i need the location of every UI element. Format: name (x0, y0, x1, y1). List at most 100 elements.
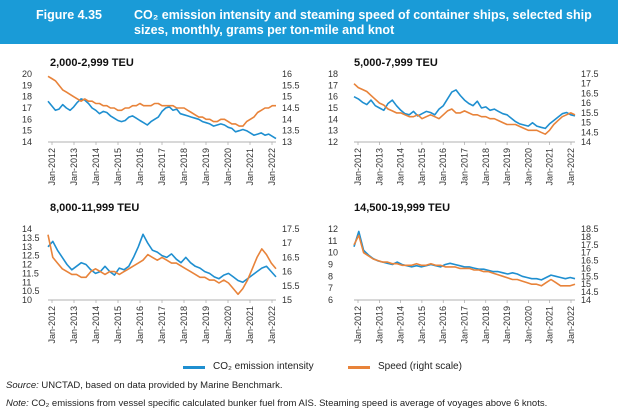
x-tick-label: Jan-2017 (157, 148, 167, 186)
y-left-tick-label: 20 (22, 69, 32, 79)
y-left-tick-label: 9 (328, 260, 333, 270)
y-right-tick-label: 13 (282, 137, 292, 147)
y-right-tick-label: 16 (581, 98, 591, 108)
x-tick-label: Jan-2017 (157, 306, 167, 344)
x-tick-label: Jan-2020 (523, 306, 533, 344)
y-right-tick-label: 15.5 (581, 271, 599, 281)
x-tick-label: Jan-2014 (91, 306, 101, 344)
figure-title: CO₂ emission intensity and steaming spee… (134, 8, 592, 37)
note-text: CO₂ emissions from vessel specific calcu… (31, 398, 548, 409)
y-left-tick-label: 8 (328, 271, 333, 281)
x-tick-label: Jan-2013 (69, 148, 79, 186)
x-tick-label: Jan-2020 (223, 306, 233, 344)
x-tick-label: Jan-2017 (460, 306, 470, 344)
x-tick-label: Jan-2015 (417, 306, 427, 344)
y-right-tick-label: 16 (282, 69, 292, 79)
legend-speed-label: Speed (right scale) (378, 361, 462, 372)
y-right-tick-label: 14 (581, 295, 591, 305)
y-left-tick-label: 12 (22, 260, 32, 270)
series-line-co2-intensity (353, 89, 576, 130)
x-tick-label: Jan-2016 (438, 306, 448, 344)
y-right-tick-label: 14 (282, 114, 292, 124)
y-right-tick-label: 14.5 (282, 103, 300, 113)
x-tick-label: Jan-2014 (91, 148, 101, 186)
x-tick-label: Jan-2014 (396, 306, 406, 344)
panel-title-5000-7999: 5,000-7,999 TEU (354, 57, 438, 69)
y-right-tick-label: 15 (581, 279, 591, 289)
y-right-tick-label: 17.5 (282, 224, 300, 234)
x-tick-label: Jan-2012 (47, 306, 57, 344)
series-line-co2-intensity (353, 230, 576, 281)
y-left-tick-label: 13 (22, 242, 32, 252)
y-right-tick-label: 15.5 (282, 80, 300, 90)
y-right-tick-label: 16 (581, 263, 591, 273)
y-left-tick-label: 17 (22, 103, 32, 113)
x-tick-label: Jan-2022 (267, 148, 277, 186)
y-right-tick-label: 17 (581, 248, 591, 258)
x-tick-label: Jan-2019 (201, 148, 211, 186)
charts-canvas: 201918171615141615.51514.51413.513Jan-20… (22, 69, 599, 344)
y-right-tick-label: 14.5 (581, 127, 599, 137)
x-tick-label: Jan-2022 (566, 148, 576, 186)
panel-title-14500-19999: 14,500-19,999 TEU (354, 202, 451, 214)
y-right-tick-label: 17.5 (581, 240, 599, 250)
y-right-tick-label: 16.5 (581, 88, 599, 98)
x-tick-label: Jan-2013 (374, 306, 384, 344)
x-tick-label: Jan-2021 (545, 306, 555, 344)
y-right-tick-label: 18 (581, 232, 591, 242)
x-tick-label: Jan-2022 (267, 306, 277, 344)
source-line: Source: UNCTAD, based on data provided b… (6, 380, 283, 391)
y-left-tick-label: 12 (328, 137, 338, 147)
series-line-speed (353, 83, 576, 135)
y-right-tick-label: 18.5 (581, 224, 599, 234)
y-left-tick-label: 10 (328, 248, 338, 258)
y-left-tick-label: 11 (22, 277, 31, 287)
x-tick-label: Jan-2019 (502, 306, 512, 344)
source-text: UNCTAD, based on data provided by Marine… (41, 380, 283, 391)
y-right-tick-label: 15.5 (282, 281, 300, 291)
x-tick-label: Jan-2015 (113, 148, 123, 186)
x-tick-label: Jan-2018 (179, 306, 189, 344)
x-tick-label: Jan-2012 (353, 306, 363, 344)
y-right-tick-label: 16.5 (282, 252, 300, 262)
y-right-tick-label: 15 (581, 118, 591, 128)
y-right-tick-label: 17.5 (581, 69, 599, 79)
y-left-tick-label: 15 (22, 126, 32, 136)
y-left-tick-label: 16 (22, 114, 32, 124)
x-tick-label: Jan-2015 (113, 306, 123, 344)
series-line-speed (353, 234, 576, 287)
x-tick-label: Jan-2020 (523, 148, 533, 186)
x-tick-label: Jan-2018 (481, 148, 491, 186)
y-right-tick-label: 17 (282, 238, 292, 248)
y-left-tick-label: 17 (328, 80, 338, 90)
y-left-tick-label: 15 (328, 103, 338, 113)
y-left-tick-label: 12.5 (22, 251, 40, 261)
x-tick-label: Jan-2019 (201, 306, 211, 344)
series-line-co2-intensity (47, 233, 277, 284)
y-right-tick-label: 13.5 (282, 126, 300, 136)
y-left-tick-label: 10.5 (22, 286, 40, 296)
y-left-tick-label: 10 (22, 295, 32, 305)
y-left-tick-label: 18 (328, 69, 338, 79)
y-left-tick-label: 7 (328, 283, 333, 293)
y-right-tick-label: 15 (282, 92, 292, 102)
x-tick-label: Jan-2018 (481, 306, 491, 344)
x-tick-label: Jan-2016 (135, 148, 145, 186)
y-left-tick-label: 18 (22, 92, 32, 102)
y-left-tick-label: 14 (328, 114, 338, 124)
figure-header: Figure 4.35 CO₂ emission intensity and s… (0, 0, 618, 44)
note-label: Note: (6, 398, 29, 409)
x-tick-label: Jan-2021 (245, 306, 255, 344)
x-tick-label: Jan-2013 (374, 148, 384, 186)
x-tick-label: Jan-2016 (438, 148, 448, 186)
legend-speed-swatch (348, 366, 370, 369)
y-left-tick-label: 11 (328, 236, 337, 246)
y-right-tick-label: 14 (581, 137, 591, 147)
y-right-tick-label: 16.5 (581, 256, 599, 266)
y-left-tick-label: 16 (328, 92, 338, 102)
legend-co2-label: CO₂ emission intensity (213, 361, 314, 372)
note-line: Note: CO₂ emissions from vessel specific… (6, 398, 547, 409)
y-left-tick-label: 13 (328, 126, 338, 136)
legend-co2-swatch (183, 366, 205, 369)
x-tick-label: Jan-2012 (353, 148, 363, 186)
